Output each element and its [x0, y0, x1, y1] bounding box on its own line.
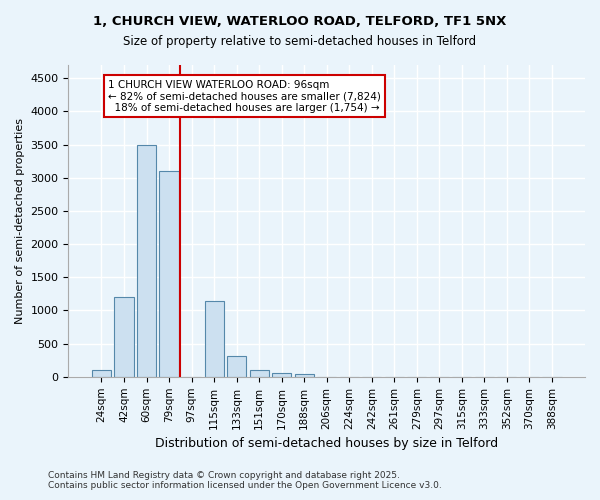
Bar	[250, 370, 269, 377]
Bar	[92, 370, 111, 377]
Y-axis label: Number of semi-detached properties: Number of semi-detached properties	[15, 118, 25, 324]
Text: 1, CHURCH VIEW, WATERLOO ROAD, TELFORD, TF1 5NX: 1, CHURCH VIEW, WATERLOO ROAD, TELFORD, …	[94, 15, 506, 28]
Text: Contains HM Land Registry data © Crown copyright and database right 2025.
Contai: Contains HM Land Registry data © Crown c…	[48, 470, 442, 490]
X-axis label: Distribution of semi-detached houses by size in Telford: Distribution of semi-detached houses by …	[155, 437, 498, 450]
Bar	[160, 171, 179, 377]
Bar	[205, 300, 224, 377]
Bar	[137, 144, 156, 377]
Text: 1 CHURCH VIEW WATERLOO ROAD: 96sqm
← 82% of semi-detached houses are smaller (7,: 1 CHURCH VIEW WATERLOO ROAD: 96sqm ← 82%…	[108, 80, 381, 113]
Bar	[227, 356, 246, 377]
Bar	[115, 297, 134, 377]
Bar	[295, 374, 314, 377]
Bar	[272, 373, 291, 377]
Text: Size of property relative to semi-detached houses in Telford: Size of property relative to semi-detach…	[124, 35, 476, 48]
